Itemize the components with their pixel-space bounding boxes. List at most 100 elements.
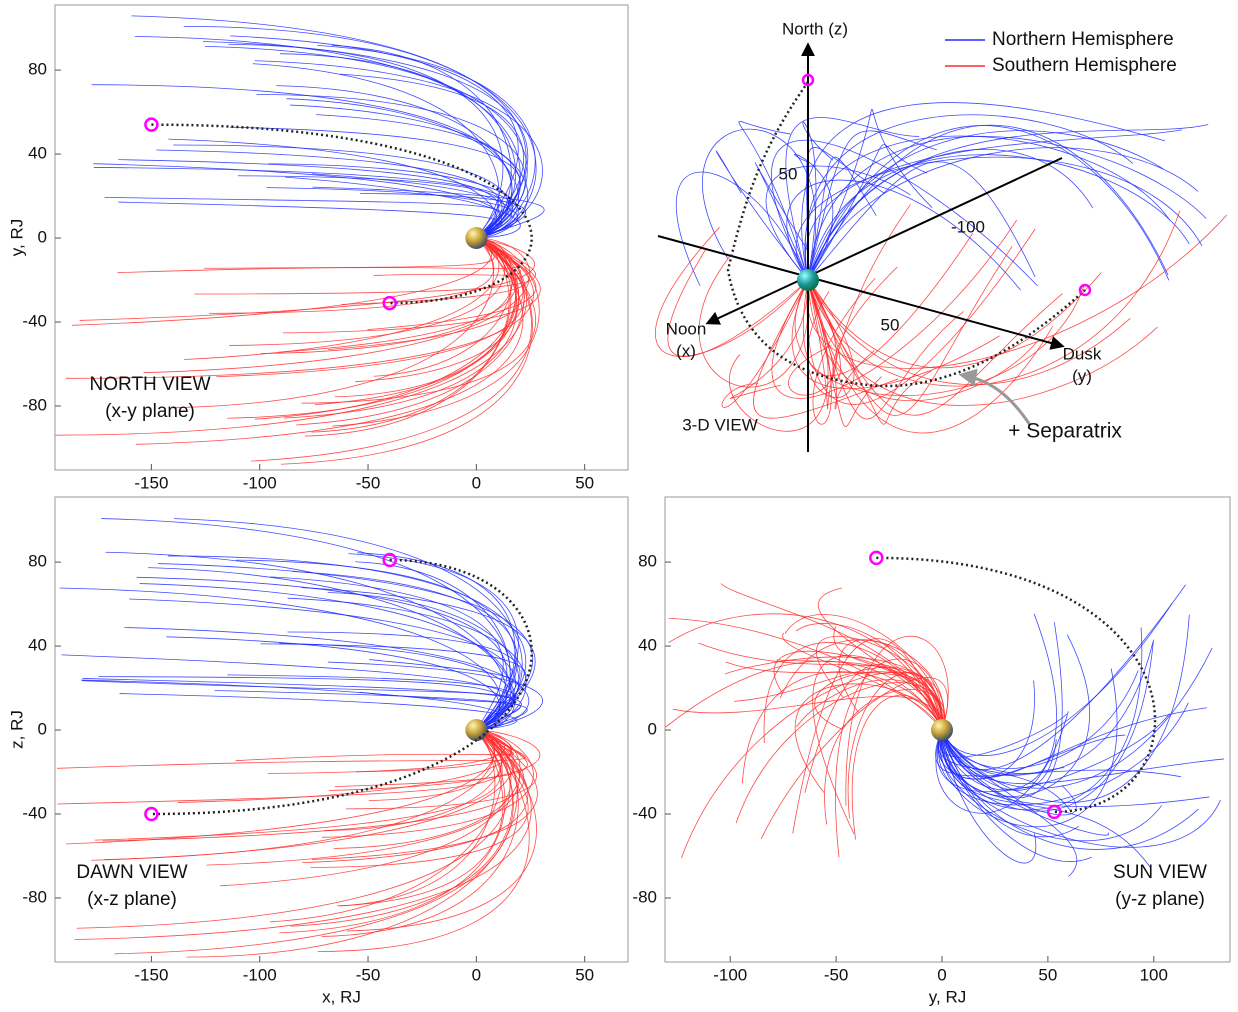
field-line [261,644,527,730]
field-line [942,670,1138,768]
field-line [91,730,514,860]
x-axis-label: x, RJ [322,987,361,1006]
callout: + Separatrix [1008,420,1122,443]
field-line [825,689,945,824]
field-line [174,519,522,730]
y-tick-label: -80 [22,395,47,414]
field-line [673,696,942,730]
field-line [808,125,1168,280]
field-line [808,162,1035,280]
field-line [93,164,501,238]
field-line [255,238,516,419]
y-tick-label: -40 [22,311,47,330]
planet [465,227,487,249]
y-tick-label: 40 [28,144,47,163]
field-line [808,131,1163,280]
field-line [805,130,1181,280]
x-tick-label: -150 [134,965,168,984]
field-line [80,238,535,320]
field-line [940,730,1220,847]
field-line [942,730,1126,779]
field-line [72,238,492,325]
field-line [66,730,494,844]
field-line [106,552,507,730]
planet [931,719,953,741]
view-3d [655,103,1226,433]
x-axis-label: y, RJ [929,987,966,1006]
field-line [158,564,533,730]
x-tick-label: 100 [1140,965,1168,984]
field-line [940,714,1067,757]
field-line [148,568,515,730]
field-line [739,121,808,280]
field-line [157,150,502,238]
field-line [942,642,1153,774]
field-line [178,730,512,802]
null-marker [145,808,157,820]
field-line [92,85,512,238]
field-line [171,238,493,408]
field-line [253,64,499,238]
field-line [206,730,519,865]
y-tick-label: -40 [632,803,657,822]
field-line [699,255,809,387]
field-line [209,238,494,313]
field-line [82,681,514,730]
y-tick-label: 80 [638,552,657,571]
field-line [939,703,1189,805]
legend-label: Southern Hemisphere [992,55,1177,76]
field-line [852,695,942,839]
x-tick-label: -100 [243,473,277,492]
field-line [942,585,1186,770]
field-line [335,730,528,786]
x-axis-label: Noon [666,319,707,338]
axis-tick-label: 50 [779,164,798,183]
panel-annotation: DAWN VIEW [76,862,187,883]
y-tick-label: 40 [638,636,657,655]
field-line [808,145,927,280]
field-line [280,54,516,238]
field-line [942,604,1172,756]
x-tick-label: 0 [472,473,481,492]
field-line [168,139,496,238]
field-line [808,109,932,280]
field-line [796,157,1202,280]
x-tick-label: 50 [575,965,594,984]
y-tick-label: -40 [22,803,47,822]
field-line [251,238,531,461]
y-axis-label: (y) [1072,366,1092,385]
field-line [228,44,502,238]
field-line [140,584,511,730]
y-axis-label: y, RJ [7,219,26,256]
field-line [808,280,1157,405]
field-line [846,636,948,806]
field-line [276,86,512,238]
field-line [129,599,515,730]
x-tick-label: -50 [356,965,381,984]
field-line [808,149,1093,280]
y-tick-label: 0 [38,228,47,247]
x-tick-label: 50 [575,473,594,492]
field-line [942,640,1154,812]
field-line [143,238,529,373]
field-line [95,730,501,840]
plot-area [665,558,1224,877]
y-tick-label: -80 [632,887,657,906]
field-line [808,246,1012,415]
field-line [278,238,516,352]
y-tick-label: -80 [22,887,47,906]
separatrix [151,560,531,814]
field-line [805,136,1170,280]
x-tick-label: -150 [134,473,168,492]
y-tick-label: 0 [648,720,657,739]
y-tick-label: 0 [38,720,47,739]
legend-label: Northern Hemisphere [992,29,1174,50]
field-line [257,95,526,238]
y-tick-label: 40 [28,636,47,655]
x-tick-label: -50 [824,965,849,984]
field-line [60,588,501,730]
planet [465,719,487,741]
field-line [813,655,942,834]
field-line [204,238,494,268]
plot-area [56,16,545,464]
